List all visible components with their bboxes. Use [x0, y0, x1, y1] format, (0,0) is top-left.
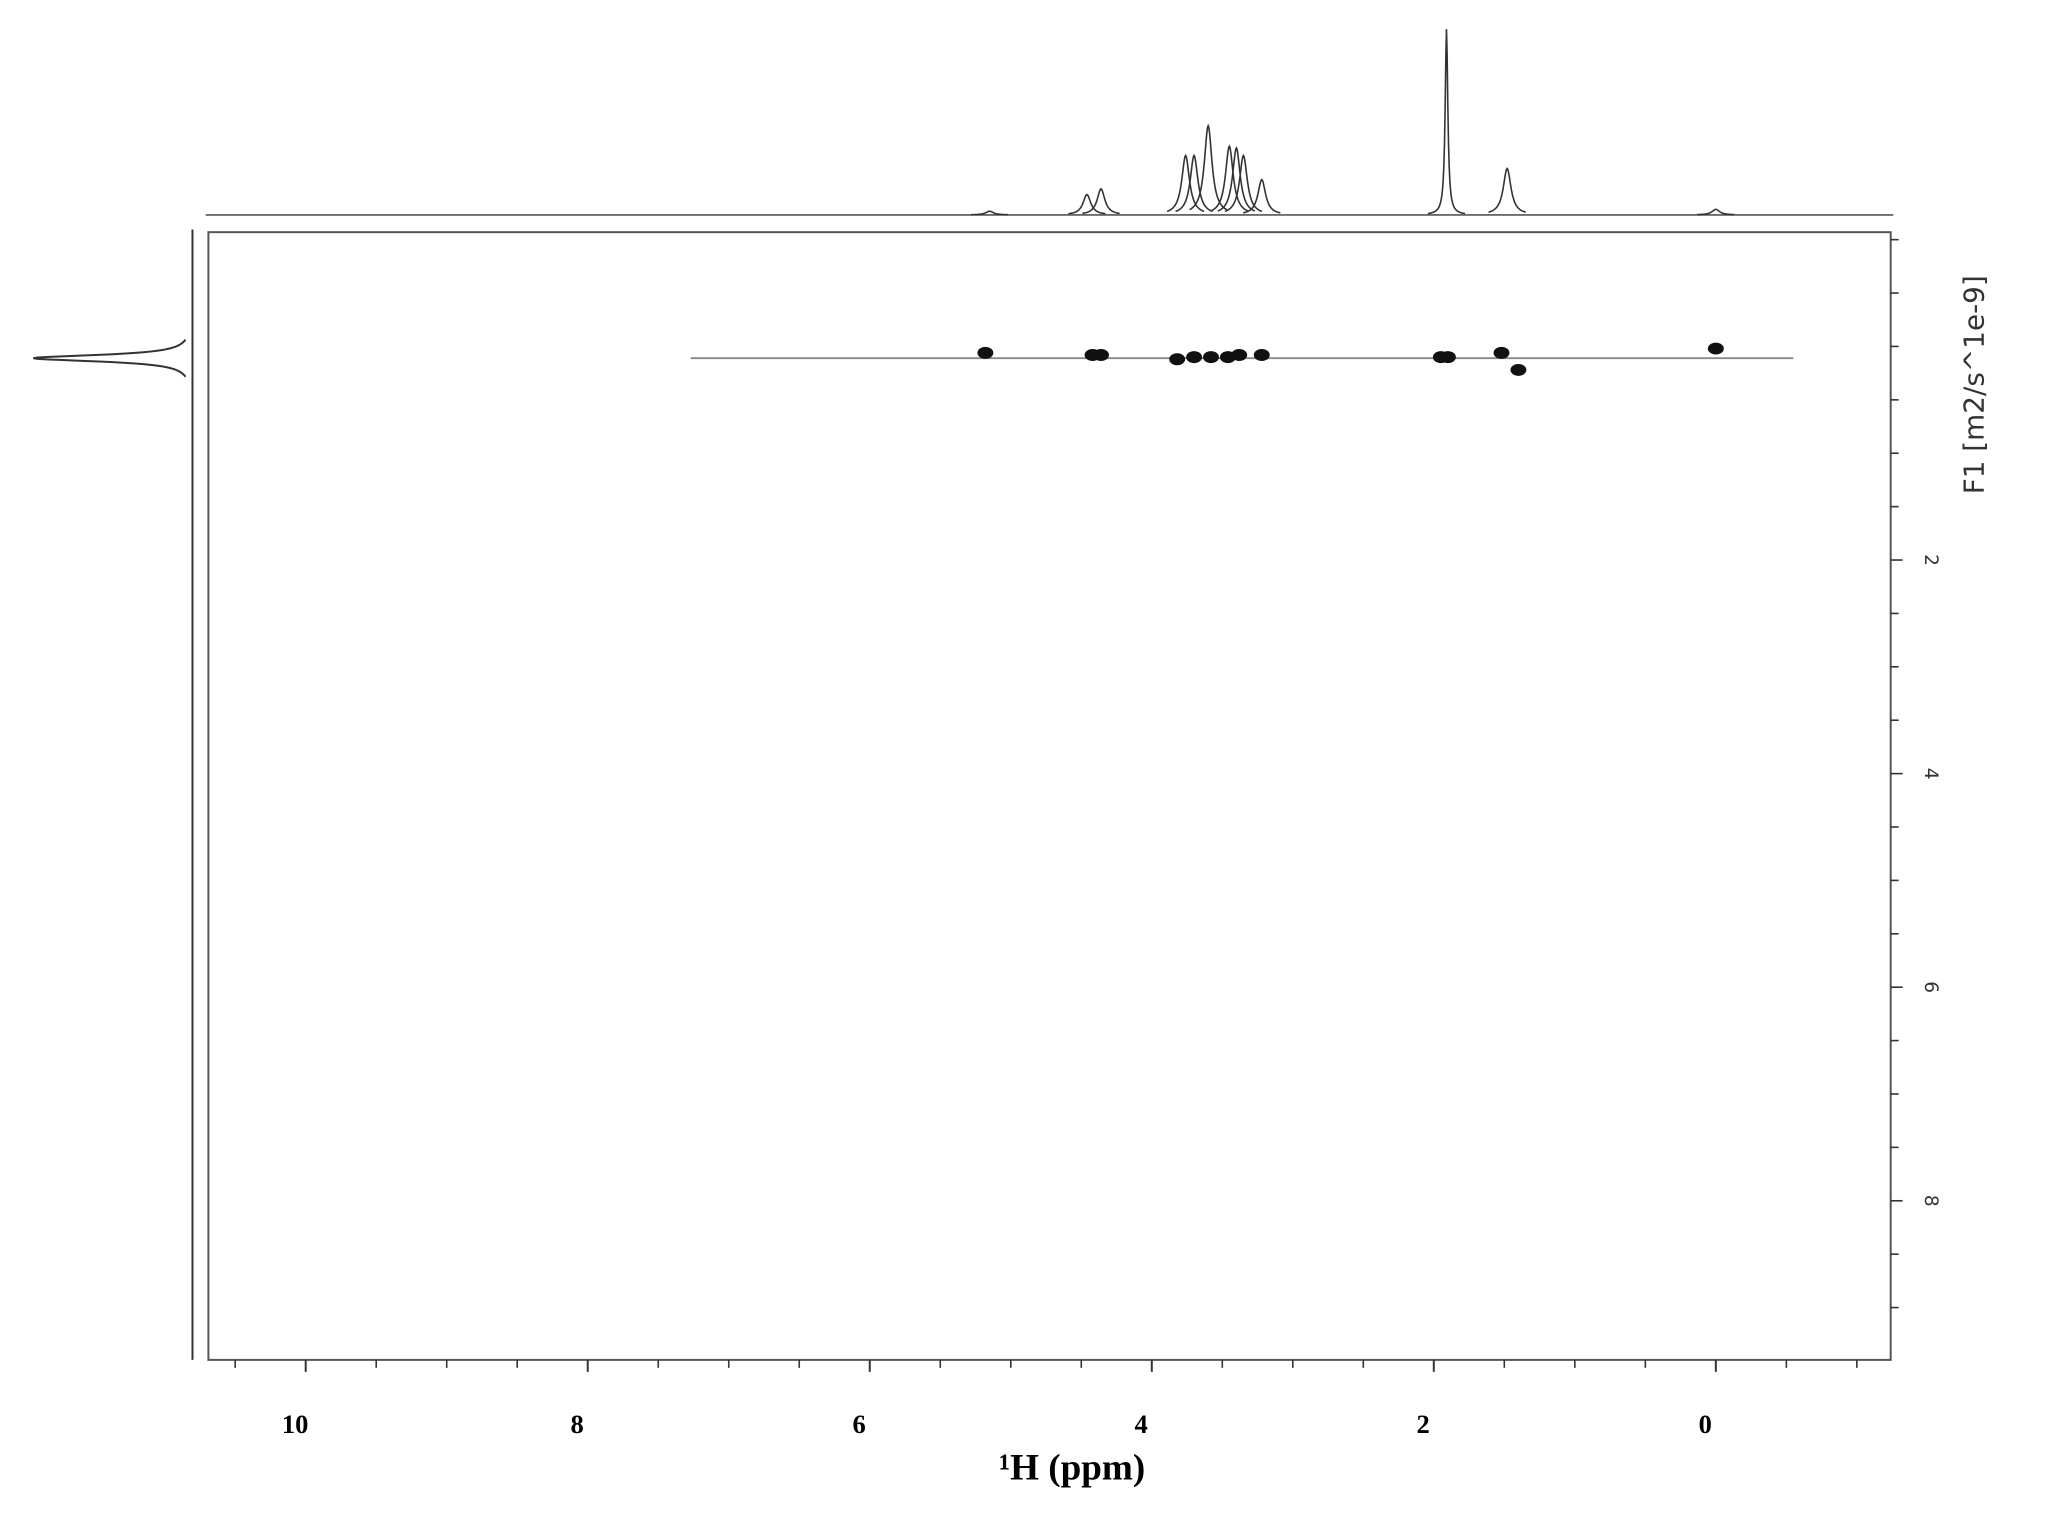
dosy-spot — [1203, 351, 1219, 364]
y-tick-label: 8 — [1920, 1195, 1941, 1207]
y-tick-label: 2 — [1920, 554, 1941, 566]
x-tick-label: 0 — [1699, 1409, 1712, 1439]
h1-peak — [1175, 153, 1213, 213]
x-tick-label: 8 — [570, 1409, 583, 1439]
y-tick-label: 6 — [1920, 981, 1941, 993]
dosy-spot — [1169, 353, 1186, 366]
x-tick-label: 2 — [1417, 1409, 1430, 1439]
h1-peak — [1189, 123, 1228, 211]
x-axis-label: ¹H (ppm) — [999, 1447, 1145, 1488]
x-tick-label: 6 — [853, 1409, 866, 1439]
y-axis-label: F1 [m2/s^1e-9] — [1958, 275, 1991, 494]
dosy-spot — [1253, 349, 1270, 361]
h1-peak — [1427, 29, 1466, 215]
h1-peak — [1243, 178, 1281, 214]
dosy-spot — [1493, 346, 1510, 359]
x-tick-label: 10 — [282, 1409, 309, 1439]
x-tick-label: 4 — [1135, 1409, 1148, 1439]
dosy-spot — [977, 346, 994, 359]
h1-peak — [971, 210, 1009, 216]
dosy-spot — [1186, 351, 1203, 364]
h1-peak — [1697, 208, 1735, 216]
y-tick-label: 4 — [1920, 768, 1941, 780]
dosy-spot — [1439, 351, 1456, 364]
h1-peak — [1068, 193, 1106, 215]
plot-frame — [207, 231, 1892, 1361]
h1-peak — [1224, 153, 1263, 213]
dosy-spot — [1707, 342, 1724, 355]
h1-peak — [1166, 153, 1205, 213]
dosy-spot — [1093, 349, 1109, 361]
h1-peak — [1210, 144, 1249, 212]
h1-peak — [1217, 146, 1256, 212]
h1-peak — [1082, 187, 1120, 215]
f1-peak — [33, 339, 187, 378]
h1-peak — [1488, 167, 1526, 213]
dosy-spot — [1510, 363, 1527, 376]
dosy-spot — [1231, 349, 1248, 361]
